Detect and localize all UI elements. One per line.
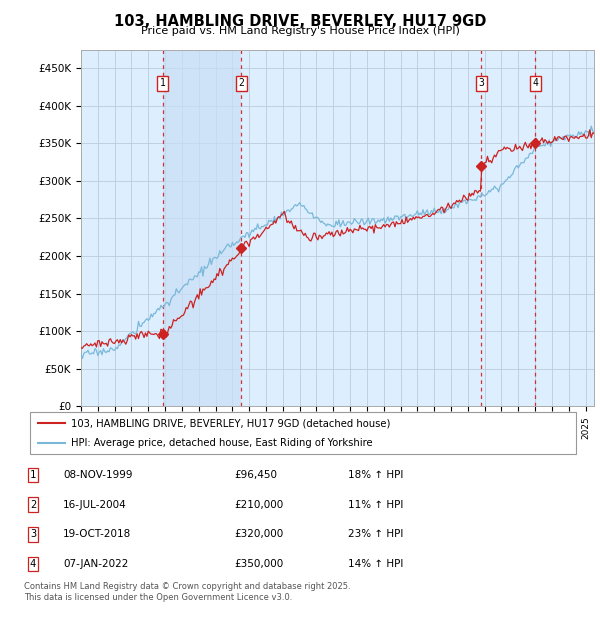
Text: 2: 2 <box>239 78 244 89</box>
Bar <box>163 50 241 406</box>
Text: 08-NOV-1999: 08-NOV-1999 <box>63 470 133 480</box>
Text: Contains HM Land Registry data © Crown copyright and database right 2025.
This d: Contains HM Land Registry data © Crown c… <box>24 582 350 601</box>
Text: 07-JAN-2022: 07-JAN-2022 <box>63 559 128 569</box>
Text: 23% ↑ HPI: 23% ↑ HPI <box>348 529 403 539</box>
Text: 18% ↑ HPI: 18% ↑ HPI <box>348 470 403 480</box>
Text: 16-JUL-2004: 16-JUL-2004 <box>63 500 127 510</box>
Text: £320,000: £320,000 <box>234 529 283 539</box>
Text: £96,450: £96,450 <box>234 470 277 480</box>
Text: 14% ↑ HPI: 14% ↑ HPI <box>348 559 403 569</box>
Text: 1: 1 <box>30 470 36 480</box>
Text: Price paid vs. HM Land Registry's House Price Index (HPI): Price paid vs. HM Land Registry's House … <box>140 26 460 36</box>
Text: HPI: Average price, detached house, East Riding of Yorkshire: HPI: Average price, detached house, East… <box>71 438 373 448</box>
Text: 19-OCT-2018: 19-OCT-2018 <box>63 529 131 539</box>
Text: 103, HAMBLING DRIVE, BEVERLEY, HU17 9GD: 103, HAMBLING DRIVE, BEVERLEY, HU17 9GD <box>114 14 486 29</box>
Text: £210,000: £210,000 <box>234 500 283 510</box>
Text: 1: 1 <box>160 78 166 89</box>
FancyBboxPatch shape <box>30 412 576 454</box>
Text: 3: 3 <box>30 529 36 539</box>
Text: £350,000: £350,000 <box>234 559 283 569</box>
Text: 4: 4 <box>533 78 538 89</box>
Text: 11% ↑ HPI: 11% ↑ HPI <box>348 500 403 510</box>
Text: 103, HAMBLING DRIVE, BEVERLEY, HU17 9GD (detached house): 103, HAMBLING DRIVE, BEVERLEY, HU17 9GD … <box>71 418 391 428</box>
Text: 4: 4 <box>30 559 36 569</box>
Text: 2: 2 <box>30 500 36 510</box>
Text: 3: 3 <box>478 78 484 89</box>
